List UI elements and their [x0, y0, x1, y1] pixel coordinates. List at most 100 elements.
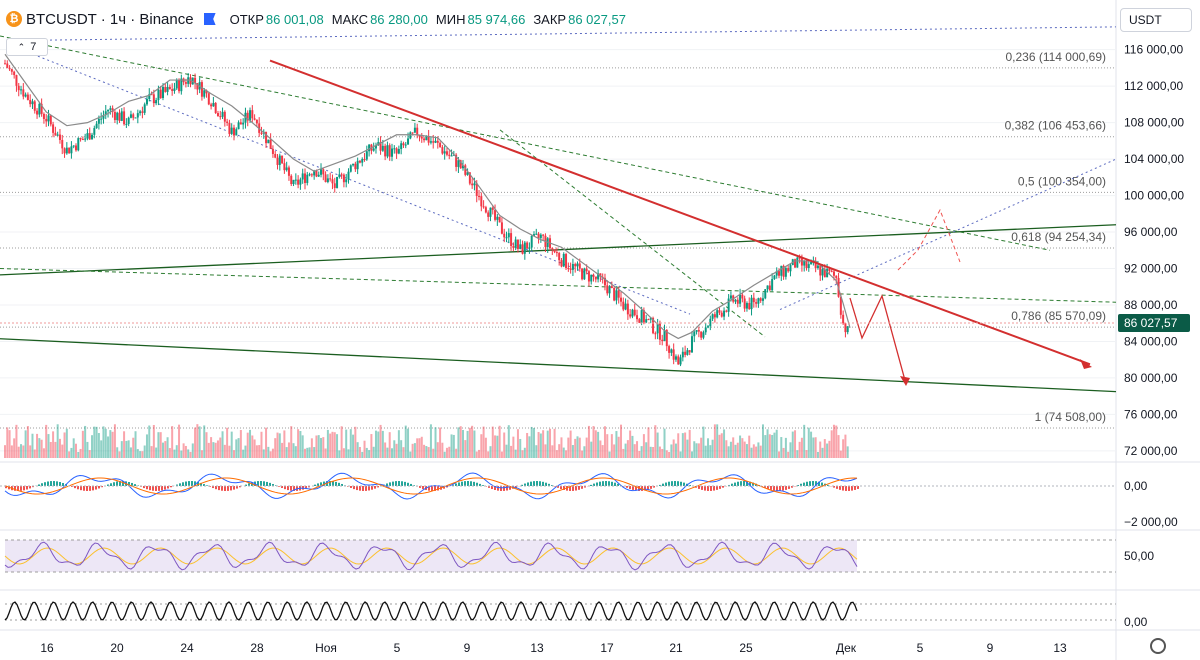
candle — [152, 94, 155, 104]
symbol-title[interactable]: BTCUSDT · 1ч · Binance — [26, 10, 194, 28]
volume-bar — [725, 440, 728, 458]
candle — [439, 142, 442, 148]
candle — [603, 277, 606, 286]
volume-bar — [846, 446, 849, 458]
macd-histogram-bar — [179, 483, 181, 486]
volume-bar — [31, 433, 34, 458]
candle — [4, 63, 6, 65]
volume-bar — [212, 442, 215, 458]
macd-histogram-bar — [278, 486, 280, 487]
volume-bar — [583, 446, 586, 458]
volume-bar — [560, 437, 563, 458]
volume-bar — [466, 430, 469, 458]
candle — [803, 261, 806, 266]
volume-bar — [503, 432, 506, 458]
volume-bar — [178, 424, 181, 458]
candle — [242, 122, 245, 125]
volume-bar — [436, 442, 439, 458]
volume-bar — [505, 444, 508, 458]
candle — [49, 115, 52, 125]
volume-bar — [299, 430, 302, 458]
volume-bar — [347, 449, 350, 458]
volume-bar — [755, 446, 758, 458]
macd-histogram-bar — [593, 483, 595, 486]
volume-bar — [459, 426, 462, 458]
candle — [800, 258, 803, 266]
volume-bar — [439, 427, 442, 458]
volume-bar — [164, 441, 167, 458]
flag-icon[interactable] — [203, 13, 216, 25]
macd-histogram-bar — [23, 486, 25, 491]
candle — [226, 121, 229, 123]
candle — [530, 235, 533, 248]
mid-dashed-line — [0, 268, 1117, 303]
volume-bar — [642, 434, 645, 458]
volume-bar — [395, 443, 398, 458]
volume-bar — [235, 439, 238, 458]
volume-bar — [457, 427, 460, 458]
volume-bar — [638, 451, 641, 458]
volume-bar — [626, 440, 629, 458]
candle — [457, 160, 460, 167]
candle — [654, 333, 657, 335]
candle — [56, 134, 59, 136]
macd-histogram-bar — [722, 486, 724, 488]
macd-histogram-bar — [524, 483, 526, 486]
candle — [528, 247, 531, 249]
volume-bar — [519, 438, 522, 458]
macd-histogram-bar — [545, 482, 547, 486]
volume-bar — [104, 428, 107, 458]
rsi-tick-label: 50,00 — [1124, 549, 1154, 563]
volume-bar — [569, 430, 572, 458]
macd-histogram-bar — [158, 486, 160, 491]
volume-bar — [134, 431, 137, 458]
candle — [416, 127, 419, 135]
candle — [716, 310, 719, 318]
indicators-toggle-button[interactable]: ⌃ 7 — [6, 38, 48, 56]
candle — [727, 298, 730, 312]
volume-bar — [404, 425, 407, 458]
volume-bar — [136, 449, 139, 458]
volume-bar — [553, 428, 556, 458]
macd-histogram-bar — [737, 481, 739, 486]
currency-button[interactable]: USDT — [1120, 8, 1192, 32]
candle — [475, 183, 478, 196]
macd-histogram-bar — [350, 486, 352, 488]
volume-bar — [514, 449, 517, 458]
volume-bar — [645, 442, 648, 458]
macd-histogram-bar — [332, 481, 334, 486]
macd-histogram-bar — [779, 486, 781, 491]
macd-histogram-bar — [728, 484, 730, 486]
macd-histogram-bar — [569, 486, 571, 491]
volume-bar — [413, 443, 416, 458]
volume-bar — [198, 426, 201, 458]
macd-histogram-bar — [443, 486, 445, 489]
volume-bar — [640, 446, 643, 458]
candle — [274, 153, 277, 158]
volume-bar — [443, 451, 446, 458]
macd-histogram-bar — [260, 481, 262, 486]
candle — [223, 111, 226, 122]
volume-bar — [381, 430, 384, 458]
settings-gear-icon[interactable] — [1150, 638, 1166, 654]
volume-bar — [771, 434, 774, 458]
volume-bar — [159, 432, 162, 458]
volume-bar — [663, 428, 666, 458]
candle — [670, 349, 673, 353]
close-label: ЗАКР — [533, 11, 567, 27]
macd-histogram-bar — [119, 481, 121, 486]
volume-bar — [182, 443, 185, 458]
volume-bar — [478, 449, 481, 458]
volume-bar — [189, 451, 192, 458]
macd-histogram-bar — [62, 482, 64, 486]
volume-bar — [107, 436, 110, 458]
volume-bar — [665, 450, 668, 458]
candle — [24, 94, 27, 97]
candle — [768, 285, 771, 291]
candle — [281, 155, 284, 164]
candle — [606, 285, 609, 294]
candle — [6, 63, 9, 68]
volume-bar — [86, 441, 89, 458]
volume-bar — [750, 447, 753, 458]
